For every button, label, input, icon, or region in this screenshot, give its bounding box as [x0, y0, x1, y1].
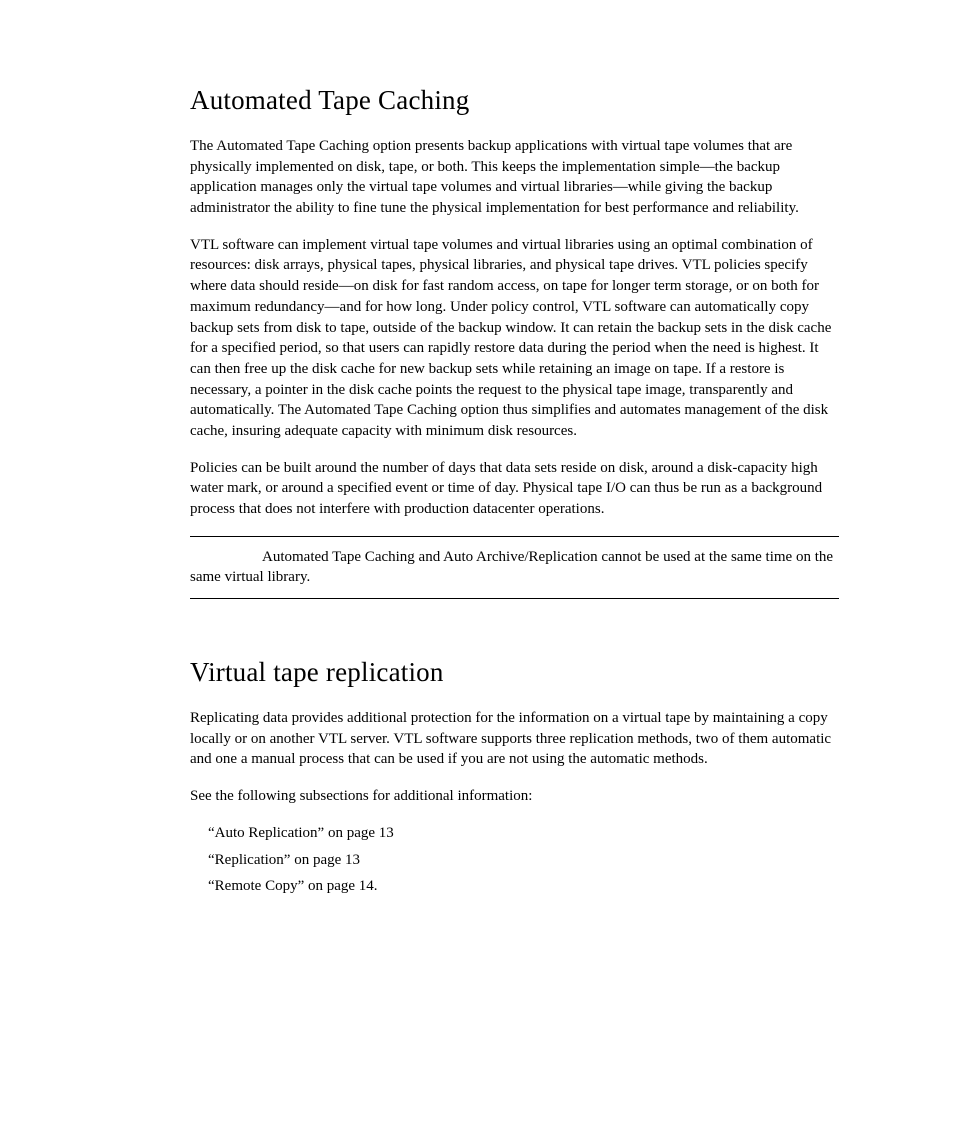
- paragraph: See the following subsections for additi…: [190, 786, 839, 807]
- paragraph: Policies can be built around the number …: [190, 458, 839, 520]
- reference-list: “Auto Replication” on page 13 “Replicati…: [208, 823, 839, 897]
- note-box: Automated Tape Caching and Auto Archive/…: [190, 536, 839, 599]
- note-text: Automated Tape Caching and Auto Archive/…: [190, 547, 839, 588]
- paragraph: VTL software can implement virtual tape …: [190, 235, 839, 442]
- reference-link: “Replication” on page 13: [208, 850, 839, 871]
- reference-link: “Remote Copy” on page 14.: [208, 876, 839, 897]
- reference-link: “Auto Replication” on page 13: [208, 823, 839, 844]
- paragraph: The Automated Tape Caching option presen…: [190, 136, 839, 219]
- heading-automated-tape-caching: Automated Tape Caching: [190, 85, 839, 116]
- document-page: Automated Tape Caching The Automated Tap…: [0, 0, 954, 1145]
- paragraph: Replicating data provides additional pro…: [190, 708, 839, 770]
- heading-virtual-tape-replication: Virtual tape replication: [190, 657, 839, 688]
